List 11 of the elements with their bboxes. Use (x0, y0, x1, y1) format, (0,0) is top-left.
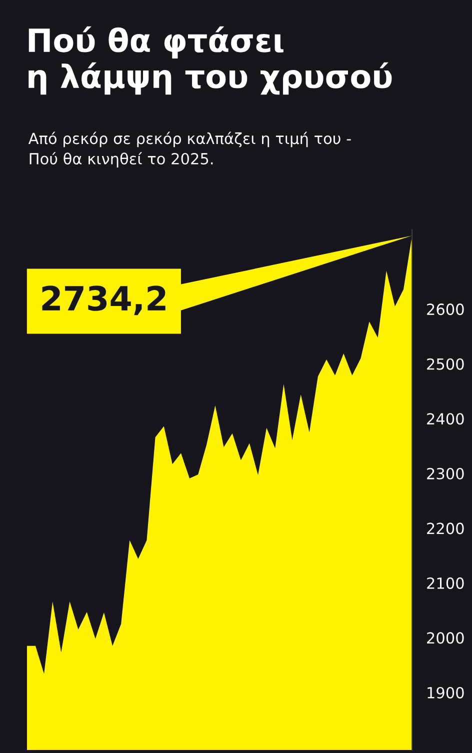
y-tick-label: 1900 (428, 686, 464, 698)
y-tick-label: 2200 (427, 522, 464, 534)
y-tick-label: 2000 (427, 632, 464, 644)
y-tick-label: 2500 (427, 358, 464, 370)
annotation: 2734,2 (42, 286, 166, 316)
y-tick-label: 2300 (427, 468, 464, 480)
chart-title: Πού θα φτάσει η λάμψη του χρυσού (28, 26, 392, 95)
y-tick-label: 2600 (427, 304, 464, 316)
chart-subtitle: Από ρεκόρ σε ρεκόρ καλπάζει η τιμή του - Πού θα κινηθεί το 2025. (28, 132, 351, 168)
y-tick-label: 2100 (427, 577, 464, 589)
y-tick-label: 2400 (427, 413, 464, 425)
